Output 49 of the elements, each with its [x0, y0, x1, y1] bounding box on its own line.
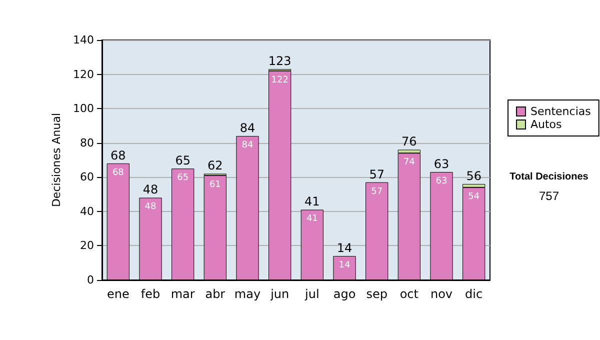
total-label: 56: [466, 169, 482, 183]
x-tick-label: may: [234, 287, 261, 301]
data-label: 41: [306, 214, 318, 224]
data-label: 54: [468, 192, 480, 202]
x-tick-label: nov: [430, 287, 453, 301]
data-label: 63: [436, 176, 448, 186]
data-label: 48: [144, 202, 156, 212]
data-label: 65: [177, 173, 189, 184]
total-label: 123: [268, 54, 292, 68]
text: 757: [538, 189, 560, 203]
y-tick-label: 80: [80, 136, 94, 150]
y-tick-label: 40: [80, 204, 94, 218]
y-tick-label: 120: [73, 68, 94, 81]
data-label: 68: [112, 168, 124, 178]
total-label: 65: [175, 154, 190, 168]
total-label: 68: [110, 148, 126, 162]
y-tick-label: 100: [73, 102, 94, 116]
legend-label: Sentencias: [530, 105, 592, 118]
y-tick-label: 0: [87, 274, 94, 286]
y-axis-title: Decisiones Anual: [50, 112, 64, 208]
x-tick-label: jul: [304, 287, 320, 301]
total-label: 76: [402, 134, 417, 149]
total-label: 14: [336, 241, 352, 255]
x-tick-label: jun: [270, 287, 290, 301]
x-tick-label: abr: [205, 287, 226, 301]
total-label: 48: [142, 182, 158, 197]
x-tick-label: oct: [400, 287, 419, 301]
total-label: 63: [434, 157, 450, 171]
y-tick-label: 20: [80, 239, 94, 252]
x-tick-label: mar: [170, 287, 195, 301]
data-label: 57: [371, 186, 383, 197]
data-label: 61: [209, 180, 221, 190]
total-label: 84: [240, 121, 256, 135]
y-tick-label: 140: [73, 34, 94, 46]
x-tick-label: sep: [366, 287, 388, 301]
data-label: 74: [403, 158, 416, 168]
total-label: 62: [208, 158, 223, 173]
x-tick-label: dic: [465, 287, 483, 301]
data-label: 122: [271, 75, 288, 86]
data-label: 84: [242, 140, 254, 150]
x-tick-label: feb: [140, 287, 160, 301]
total-label: 41: [304, 194, 320, 209]
legend-label: Autos: [530, 118, 562, 131]
x-tick-label: ago: [333, 287, 356, 301]
data-label: 14: [338, 260, 350, 270]
total-label: 57: [369, 167, 384, 182]
y-tick-label: 60: [80, 170, 94, 184]
x-tick-label: ene: [106, 287, 130, 301]
text: Total Decisiones: [510, 172, 589, 182]
